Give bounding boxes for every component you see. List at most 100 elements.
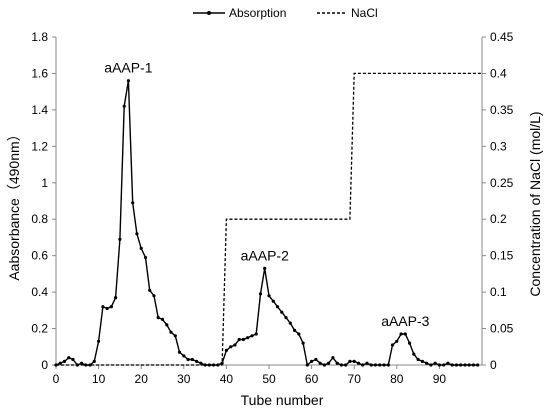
- left-tick-label: 0.4: [31, 285, 48, 299]
- series-absorption-point: [207, 363, 211, 367]
- series-absorption-point: [190, 357, 194, 362]
- left-tick-label: 0.8: [31, 212, 48, 226]
- y-axis-title: Aabsorbance（490nm）: [6, 127, 22, 280]
- x-tick-label: 40: [220, 372, 234, 386]
- peak-annotation: aAAP-2: [241, 247, 289, 263]
- series-absorption-point: [177, 350, 182, 354]
- series-absorption-point: [92, 359, 96, 363]
- series-absorption-point: [156, 316, 160, 320]
- legend-nacl-label: NaCl: [351, 6, 378, 20]
- series-absorption-point: [322, 363, 326, 367]
- series-absorption-point: [182, 354, 186, 358]
- left-tick-label: 0.6: [31, 249, 48, 263]
- series-absorption-point: [126, 79, 130, 83]
- series-absorption-point: [339, 363, 343, 367]
- series-absorption-point: [195, 359, 199, 363]
- x-tick-label: 10: [92, 372, 106, 386]
- series-absorption-point: [390, 343, 395, 347]
- series-absorption-point: [229, 345, 233, 349]
- series-absorption-point: [450, 363, 454, 367]
- series-layer: [54, 72, 482, 367]
- series-absorption-point: [263, 266, 267, 270]
- right-tick-label: 0.1: [490, 285, 507, 299]
- series-absorption-point: [280, 310, 284, 314]
- series-absorption-point: [246, 336, 250, 340]
- series-absorption-point: [344, 363, 348, 367]
- series-absorption-point: [88, 363, 92, 367]
- series-absorption-point: [80, 361, 84, 365]
- series-absorption-point: [318, 361, 322, 365]
- right-tick-label: 0.15: [490, 249, 514, 263]
- series-absorption-point: [399, 332, 403, 336]
- x-tick-label: 70: [348, 372, 362, 386]
- series-absorption-point: [403, 332, 407, 336]
- series-absorption-point: [408, 341, 412, 345]
- right-tick-label: 0.45: [490, 30, 514, 44]
- series-absorption-point: [425, 361, 429, 365]
- series-absorption-point: [382, 363, 386, 367]
- series-absorption-point: [62, 359, 67, 363]
- right-tick-label: 0.35: [490, 103, 514, 117]
- series-absorption-point: [331, 356, 335, 360]
- series-absorption-point: [446, 361, 450, 365]
- series-absorption-point: [471, 363, 476, 367]
- series-absorption-point: [297, 332, 301, 336]
- series-absorption-point: [352, 359, 356, 363]
- legend: Absorption NaCl: [193, 6, 378, 20]
- series-absorption-point: [109, 305, 113, 309]
- left-tick-label: 1.4: [31, 103, 48, 117]
- series-absorption-point: [442, 363, 446, 367]
- right-tick-label: 0.25: [490, 176, 514, 190]
- right-tick-label: 0: [490, 358, 497, 372]
- x-tick-label: 50: [262, 372, 276, 386]
- peak-annotation: aAAP-3: [381, 313, 429, 329]
- series-absorption-point: [173, 334, 177, 338]
- right-axis-ticks: 0 0.05 0.1 0.15 0.2 0.25 0.3 0.35 0.4 0.45: [482, 30, 514, 372]
- series-absorption-point: [152, 294, 156, 298]
- series-absorption-point: [267, 294, 271, 298]
- series-absorption-point: [429, 363, 433, 367]
- series-absorption-point: [335, 361, 339, 365]
- series-absorption-point: [131, 201, 135, 205]
- series-absorption-point: [301, 341, 305, 345]
- x-axis-ticks: 0 10 20 30 40 50 60 70 80 90: [53, 365, 447, 386]
- series-absorption-point: [233, 343, 237, 347]
- series-absorption-point: [305, 363, 309, 367]
- series-absorption-point: [199, 361, 203, 365]
- left-axis-ticks: 0 0.2 0.4 0.6 0.8 1 1.2 1.4 1.6 1.8: [31, 30, 56, 372]
- series-absorption-point: [84, 363, 88, 367]
- series-absorption-point: [105, 306, 109, 311]
- series-absorption-point: [250, 334, 254, 338]
- series-absorption-point: [165, 323, 169, 327]
- series-absorption-point: [143, 255, 148, 260]
- series-absorption-point: [135, 232, 139, 236]
- series-absorption-point: [160, 317, 165, 321]
- series-absorption-point: [454, 363, 458, 367]
- series-absorption-point: [97, 339, 101, 343]
- series-absorption-point: [310, 359, 314, 363]
- series-absorption-point: [288, 321, 292, 325]
- annotation-layer: aAAP-1 aAAP-2 aAAP-3: [104, 60, 429, 329]
- legend-absorption-marker: [207, 11, 211, 15]
- left-tick-label: 0.2: [31, 322, 48, 336]
- left-tick-label: 1: [41, 176, 48, 190]
- series-absorption-point: [416, 357, 420, 362]
- right-tick-label: 0.3: [490, 139, 507, 153]
- series-absorption-point: [356, 361, 361, 365]
- x-tick-label: 0: [53, 372, 60, 386]
- peak-annotation: aAAP-1: [104, 60, 152, 76]
- x-tick-label: 90: [433, 372, 447, 386]
- x-tick-label: 60: [305, 372, 319, 386]
- series-absorption-point: [67, 356, 71, 360]
- series-absorption-point: [241, 337, 245, 342]
- series-absorption-point: [114, 296, 118, 300]
- left-tick-label: 0: [41, 358, 48, 372]
- left-tick-label: 1.2: [31, 139, 48, 153]
- right-tick-label: 0.2: [490, 212, 507, 226]
- series-absorption-point: [224, 348, 228, 352]
- series-absorption-point: [71, 357, 75, 362]
- series-absorption-point: [378, 363, 382, 367]
- series-absorption-point: [437, 363, 441, 367]
- right-tick-label: 0.05: [490, 322, 514, 336]
